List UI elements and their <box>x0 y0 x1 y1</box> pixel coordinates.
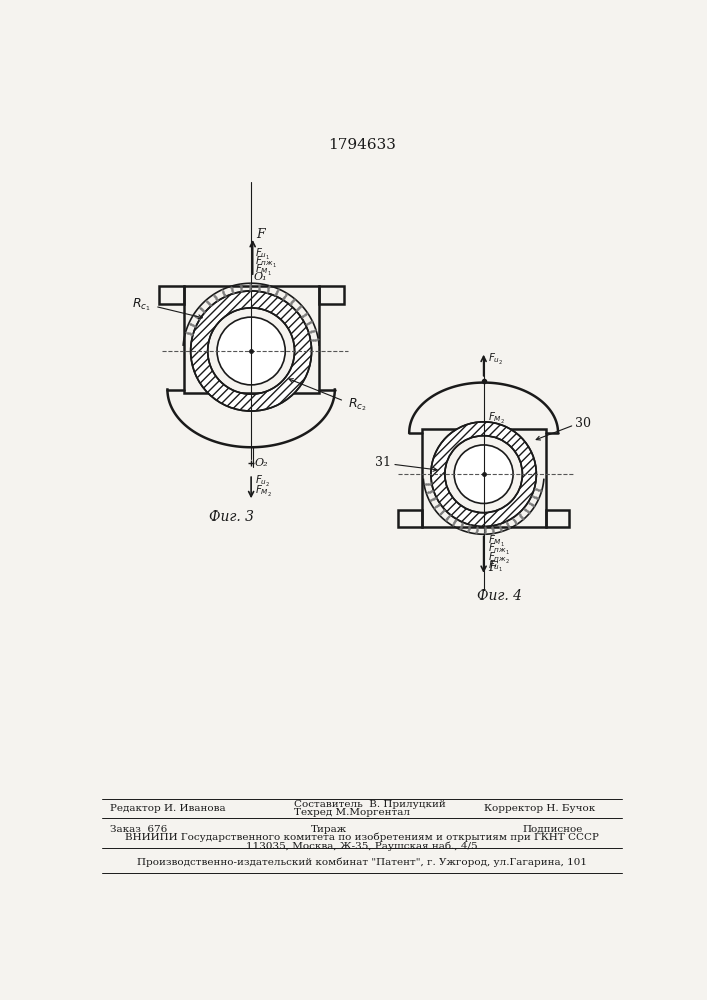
Text: $F_{u_1}$: $F_{u_1}$ <box>488 559 503 574</box>
Text: $R_{c_1}$: $R_{c_1}$ <box>132 297 151 313</box>
Text: F: F <box>256 228 264 241</box>
Text: $F_{M_2}$: $F_{M_2}$ <box>255 484 272 499</box>
Bar <box>320 286 344 304</box>
Text: Техред М.Моргентал: Техред М.Моргентал <box>293 808 410 817</box>
Text: $F_{M_1}$: $F_{M_1}$ <box>488 534 505 549</box>
Text: $F_{M_2}$: $F_{M_2}$ <box>488 411 505 426</box>
Text: $F_{п ж_1}$: $F_{п ж_1}$ <box>488 542 510 557</box>
Text: O₁: O₁ <box>253 272 267 282</box>
Text: Корректор Н. Бучок: Корректор Н. Бучок <box>484 804 595 813</box>
Wedge shape <box>431 422 537 527</box>
Text: $F_{u_2}$: $F_{u_2}$ <box>255 474 270 489</box>
Text: 30: 30 <box>575 417 591 430</box>
Text: Тираж: Тираж <box>310 825 346 834</box>
Text: Составитель  В. Прилуцкий: Составитель В. Прилуцкий <box>293 800 445 809</box>
Bar <box>184 286 320 393</box>
Text: $F_{u_2}$: $F_{u_2}$ <box>488 352 503 367</box>
Text: Производственно-издательский комбинат "Патент", г. Ужгород, ул.Гагарина, 101: Производственно-издательский комбинат "П… <box>137 858 587 867</box>
Text: Редактор И. Иванова: Редактор И. Иванова <box>110 804 226 813</box>
Text: 113035, Москва, Ж-35, Раушская наб., 4/5: 113035, Москва, Ж-35, Раушская наб., 4/5 <box>246 841 478 851</box>
Text: $F_{п ж_2}$: $F_{п ж_2}$ <box>488 551 510 566</box>
Text: $F_{M_1}$: $F_{M_1}$ <box>255 263 272 278</box>
Bar <box>159 286 184 304</box>
Text: Подписное: Подписное <box>522 825 583 834</box>
Text: $F_{u_1}$: $F_{u_1}$ <box>255 246 270 262</box>
Text: 31: 31 <box>375 456 391 469</box>
Bar <box>421 429 546 527</box>
Text: Заказ  676: Заказ 676 <box>110 825 168 834</box>
Circle shape <box>217 317 285 385</box>
Text: 1794633: 1794633 <box>328 138 396 152</box>
Text: Фиг. 3: Фиг. 3 <box>209 510 255 524</box>
Wedge shape <box>191 291 312 411</box>
Bar <box>546 510 569 527</box>
Circle shape <box>454 445 513 503</box>
Text: Фиг. 4: Фиг. 4 <box>477 589 522 603</box>
Text: $R_{c_2}$: $R_{c_2}$ <box>348 397 367 413</box>
Text: ВНИИПИ Государственного комитета по изобретениям и открытиям при ГКНТ СССР: ВНИИПИ Государственного комитета по изоб… <box>125 833 599 842</box>
Text: $F_{п ж_1}$: $F_{п ж_1}$ <box>255 255 277 270</box>
Text: F: F <box>489 561 497 574</box>
Text: O₂: O₂ <box>255 458 269 468</box>
Bar <box>398 510 421 527</box>
